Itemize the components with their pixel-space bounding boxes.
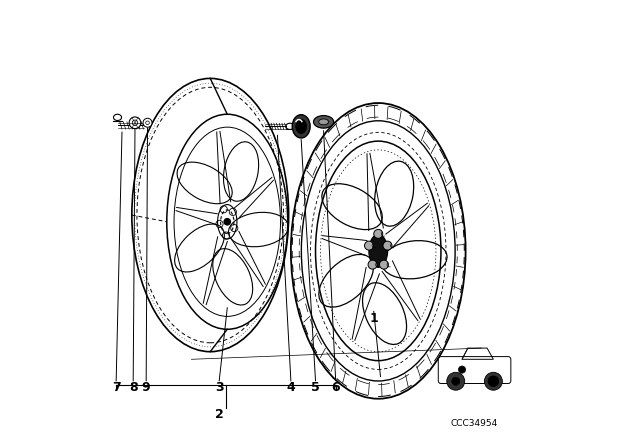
Text: 4: 4	[287, 381, 295, 394]
Text: 8: 8	[129, 381, 138, 394]
Circle shape	[224, 219, 230, 225]
Circle shape	[447, 372, 465, 390]
Text: 2: 2	[215, 408, 223, 421]
Circle shape	[488, 376, 499, 387]
Circle shape	[380, 260, 388, 269]
Text: 1: 1	[369, 311, 378, 325]
Text: 6: 6	[332, 381, 340, 394]
Circle shape	[132, 120, 138, 125]
Text: 3: 3	[215, 381, 223, 394]
Circle shape	[383, 241, 392, 250]
Ellipse shape	[314, 116, 333, 128]
Circle shape	[374, 229, 383, 238]
Text: CCC34954: CCC34954	[451, 419, 498, 428]
Text: 7: 7	[112, 381, 120, 394]
Text: 9: 9	[142, 381, 150, 394]
Circle shape	[484, 372, 502, 390]
Circle shape	[452, 377, 460, 385]
Circle shape	[365, 241, 374, 250]
Ellipse shape	[319, 119, 328, 125]
Ellipse shape	[369, 234, 388, 267]
Text: 5: 5	[311, 381, 320, 394]
Circle shape	[368, 260, 377, 269]
Circle shape	[129, 117, 141, 129]
Circle shape	[490, 377, 497, 385]
Circle shape	[146, 121, 149, 125]
Circle shape	[458, 366, 466, 373]
Circle shape	[143, 118, 152, 127]
Ellipse shape	[296, 119, 307, 134]
Ellipse shape	[292, 115, 310, 138]
